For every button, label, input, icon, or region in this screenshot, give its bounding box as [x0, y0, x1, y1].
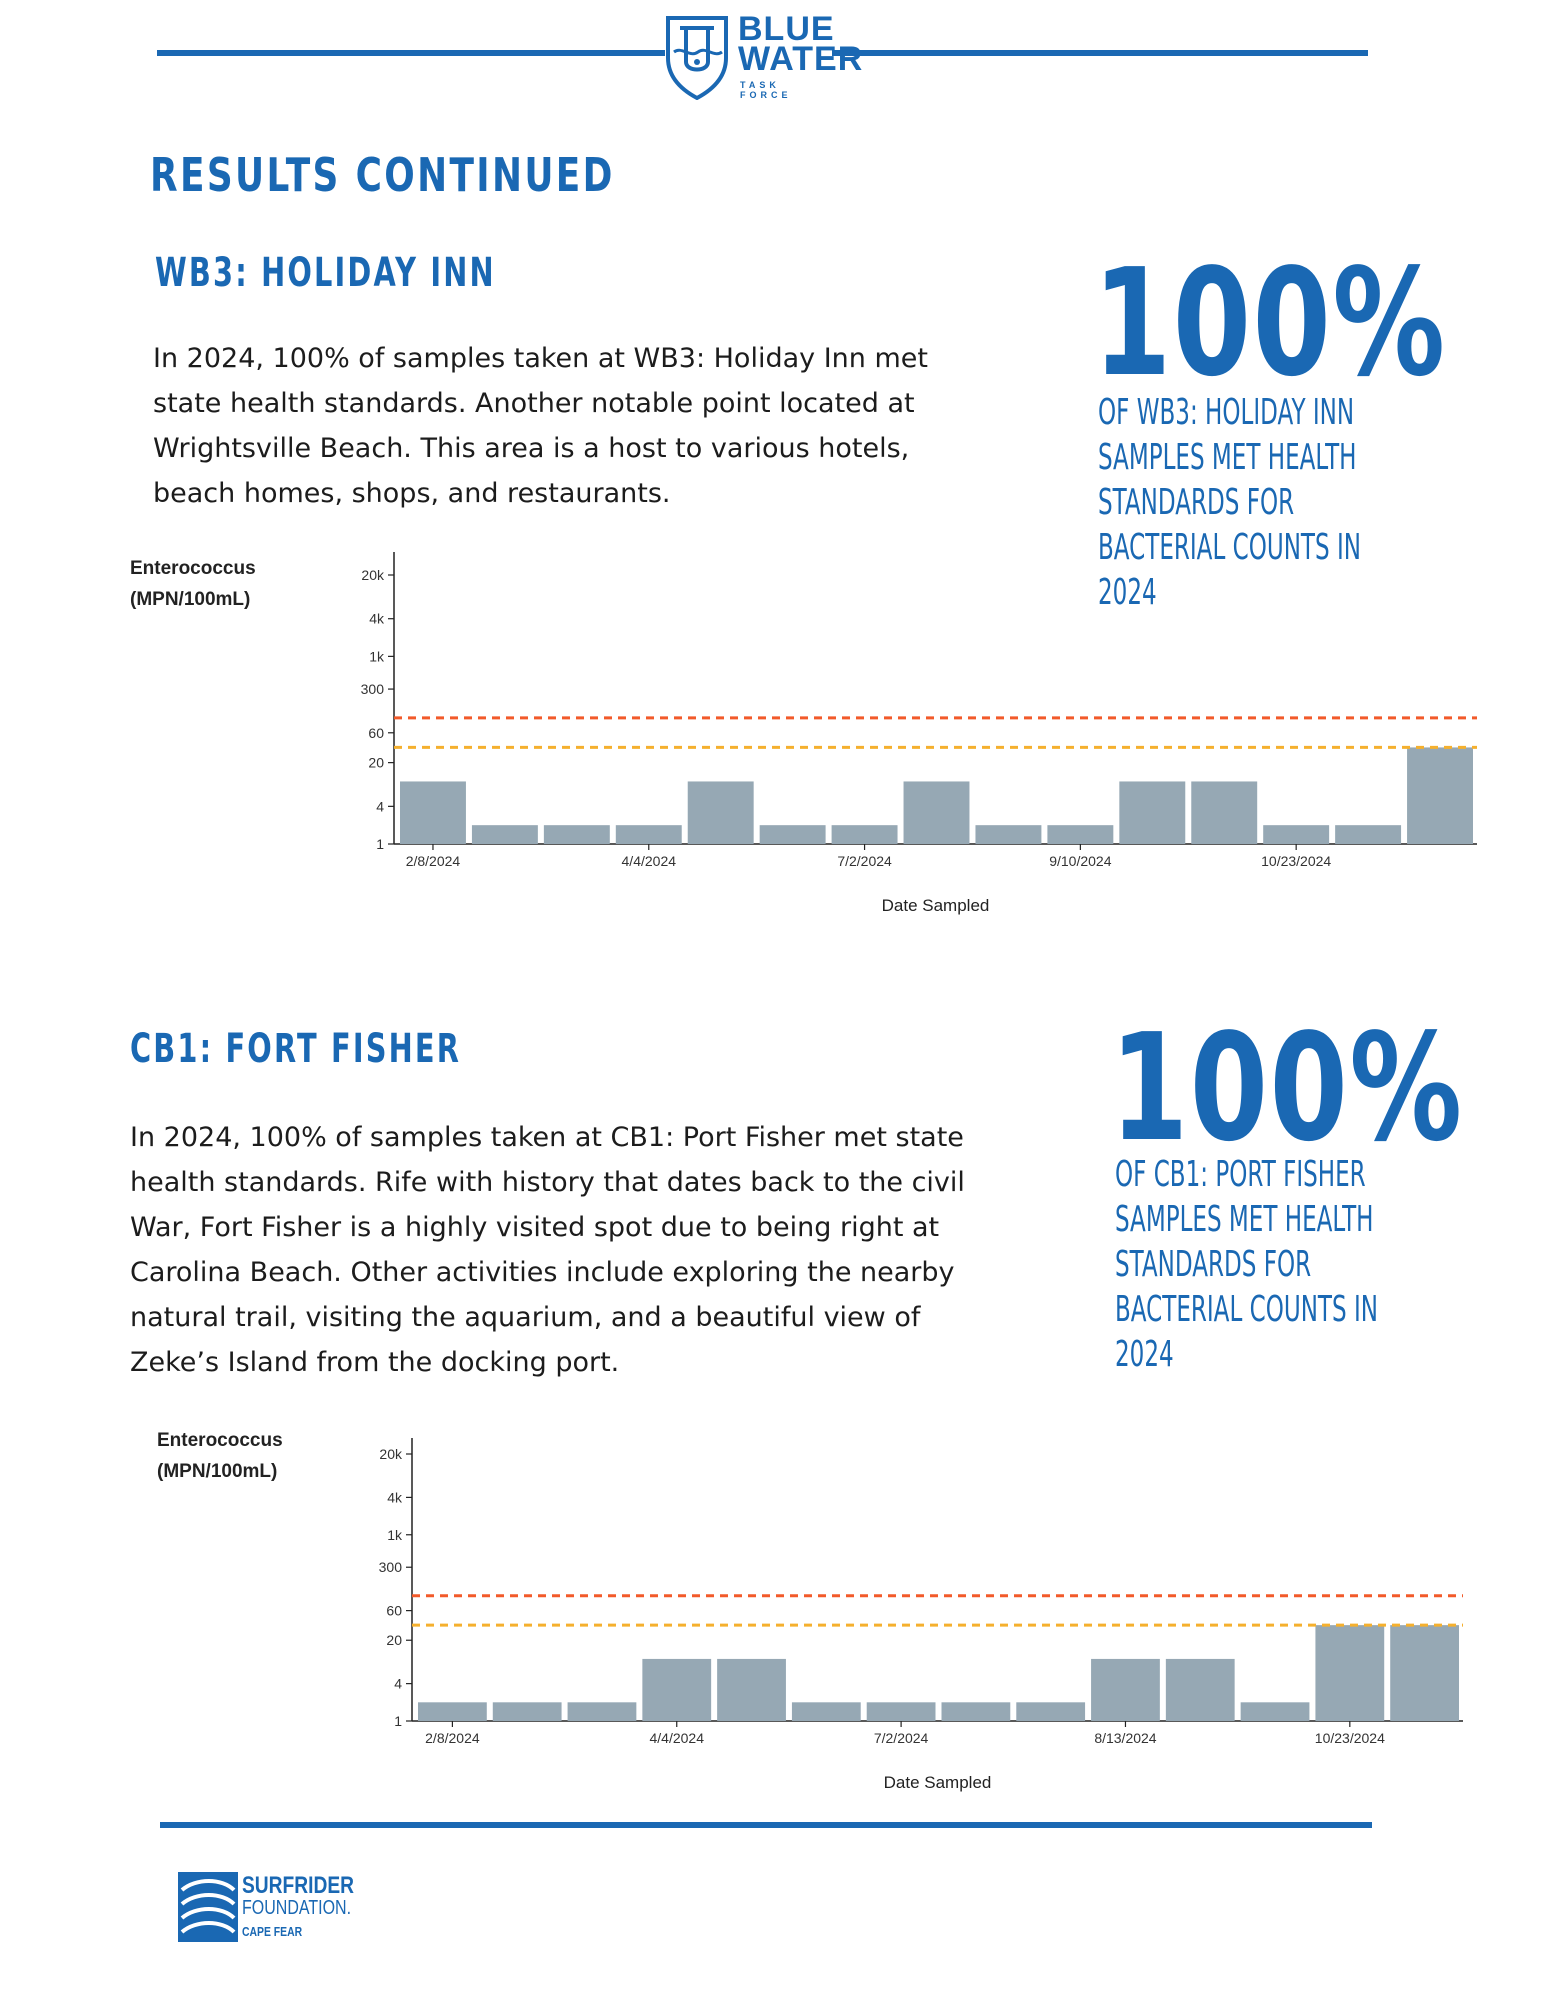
chart2-bar: [941, 1702, 1011, 1721]
surfrider-name: SURFRIDER: [242, 1872, 355, 1899]
shield-icon: [666, 16, 728, 100]
chart2-x-tick-label: 8/13/2024: [1094, 1730, 1156, 1746]
chart2-bar: [717, 1658, 786, 1721]
chart-wb3: 20k 4k 1k 300 60 20 4 1 2/8/2024 4/4/2024 7/2/2024…: [361, 552, 1477, 915]
chart1-y-tick-label: 60: [368, 725, 384, 741]
chart2-y-tick-label: 300: [379, 1559, 403, 1575]
logo-word-blue: BLUE: [738, 10, 835, 48]
chart2-bar: [791, 1702, 861, 1721]
chart2-x-tick-label: 4/4/2024: [650, 1730, 705, 1746]
chart1-ylabel-line2: (MPN/100mL): [130, 589, 251, 610]
chart2-bar: [567, 1702, 637, 1721]
chart1-bar: [1191, 781, 1258, 844]
header-rule-right: [832, 50, 1368, 56]
wave-icon: [178, 1872, 238, 1942]
site-title-cb1: CB1: FORT FISHER: [130, 1026, 462, 1072]
chart1-bar: [1335, 825, 1402, 844]
surfrider-chapter: CAPE FEAR: [242, 1924, 303, 1939]
page-title: RESULTS CONTINUED: [150, 148, 615, 202]
chart1-x-tick-label: 10/23/2024: [1261, 853, 1331, 869]
chart2-y-tick-label: 60: [386, 1603, 402, 1619]
chart2-x-axis-label: Date Sampled: [884, 1773, 992, 1792]
chart2-ylabel: Enterococcus (MPN/100mL): [157, 1425, 283, 1487]
chart2-y-tick-label: 4k: [387, 1489, 403, 1505]
chart1-bar: [975, 825, 1042, 844]
chart2-bar: [1016, 1702, 1086, 1721]
chart2-y-tick-label: 1: [394, 1713, 402, 1729]
chart2-ylabel-line2: (MPN/100mL): [157, 1461, 278, 1482]
chart1-y-tick-label: 20k: [361, 567, 385, 583]
chart2-x-tick-label: 10/23/2024: [1315, 1730, 1385, 1746]
chart-cb1: 20k 4k 1k 300 60 20 4 1 2/8/2024 4/4/2024 7/2/2024…: [379, 1438, 1463, 1792]
chart1-y-tick-label: 1: [376, 836, 384, 852]
chart2-bar: [1390, 1625, 1459, 1721]
chart1-x-tick-label: 9/10/2024: [1049, 853, 1111, 869]
chart2-x-tick-label: 7/2/2024: [874, 1730, 929, 1746]
chart2-y-tick-label: 1k: [387, 1527, 403, 1543]
chart2-bar: [1165, 1658, 1235, 1721]
chart2-bar: [642, 1658, 712, 1721]
chart1-bar: [1263, 825, 1330, 844]
chart2-bar: [492, 1702, 562, 1721]
logo-word-taskforce: TASK FORCE: [740, 80, 792, 100]
chart1-y-tick-label: 1k: [369, 648, 385, 664]
chart1-bar: [400, 781, 466, 844]
chart1-bar: [1119, 781, 1186, 844]
chart1-x-axis-label: Date Sampled: [882, 896, 990, 915]
chart1-bar: [831, 825, 898, 844]
chart1-y-tick-label: 4k: [369, 611, 385, 627]
chart1-x-tick-label: 4/4/2024: [622, 853, 677, 869]
chart1-x-tick-label: 2/8/2024: [406, 853, 461, 869]
stat-caption-cb1: of CB1: Port Fisher samples met health s…: [1115, 1154, 1378, 1375]
chart1-x-tick-label: 7/2/2024: [837, 853, 892, 869]
chart1-ylabel-line1: Enterococcus: [130, 558, 256, 579]
chart2-bar: [1091, 1658, 1160, 1721]
logo-word-water: WATER: [738, 40, 864, 78]
blue-water-logo: BLUE WATER TASK FORCE: [660, 12, 862, 102]
chart1-y-tick-label: 300: [361, 681, 385, 697]
chart2-y-tick-label: 4: [394, 1676, 402, 1692]
footer-rule: [160, 1822, 1372, 1828]
chart2-bar: [866, 1702, 936, 1721]
site-description-wb3: In 2024, 100% of samples taken at WB3: H…: [153, 343, 928, 509]
site-description-cb1: In 2024, 100% of samples taken at CB1: P…: [130, 1122, 965, 1378]
chart1-bar: [759, 825, 826, 844]
chart2-bar: [1315, 1625, 1385, 1721]
stat-caption-wb3: of WB3: Holiday Inn samples met health s…: [1098, 392, 1361, 613]
site-title-wb3: WB3: HOLIDAY INN: [155, 250, 496, 296]
chart1-y-tick-label: 4: [376, 798, 384, 814]
chart1-bar: [687, 781, 754, 844]
chart1-y-tick-label: 20: [368, 755, 384, 771]
chart1-bar: [615, 825, 682, 844]
chart2-bar: [418, 1702, 487, 1721]
stat-value-cb1: 100%: [1110, 1002, 1464, 1174]
chart2-x-tick-label: 2/8/2024: [425, 1730, 480, 1746]
chart1-ylabel: Enterococcus (MPN/100mL): [130, 553, 256, 615]
chart2-ylabel-line1: Enterococcus: [157, 1430, 283, 1451]
header-rule-left: [157, 50, 665, 56]
chart1-bar: [1407, 747, 1473, 844]
chart1-bar: [543, 825, 610, 844]
stat-value-wb3: 100%: [1093, 237, 1447, 409]
chart2-y-tick-label: 20: [386, 1632, 402, 1648]
chart2-y-tick-label: 20k: [379, 1446, 403, 1462]
chart1-bar: [1047, 825, 1114, 844]
chart1-bar: [471, 825, 538, 844]
chart1-bar: [903, 781, 970, 844]
chart2-bar: [1240, 1702, 1310, 1721]
surfrider-foundation: FOUNDATION.: [242, 1897, 352, 1919]
